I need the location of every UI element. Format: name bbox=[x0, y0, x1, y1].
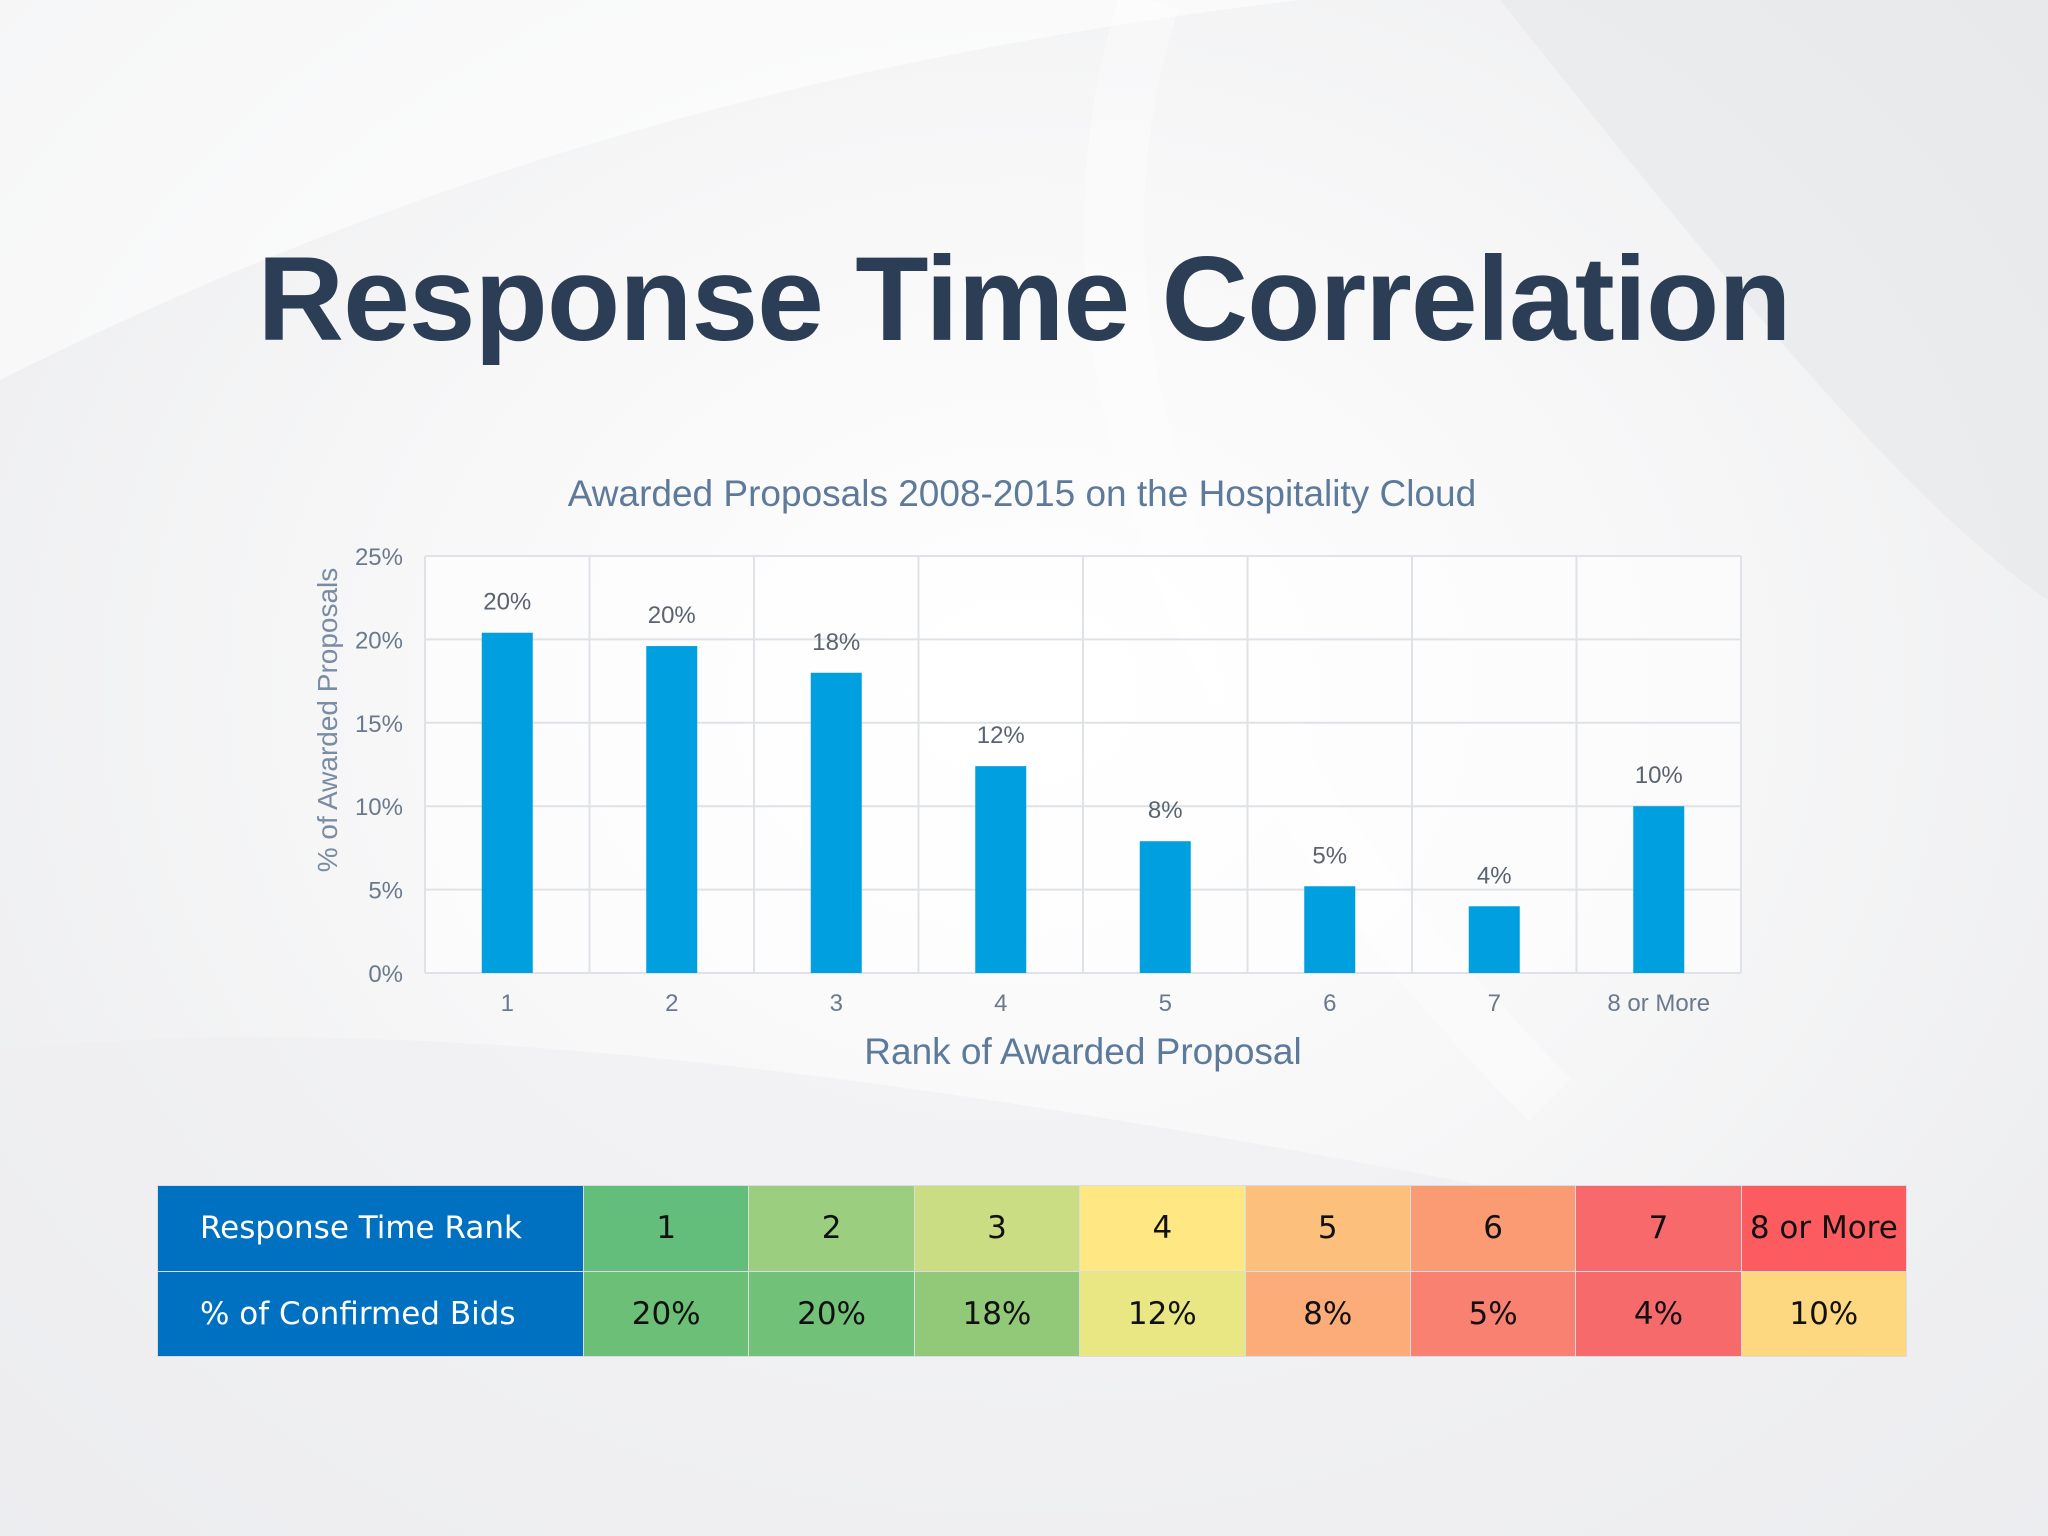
table-cell: 5% bbox=[1409, 1270, 1577, 1357]
y-tick-label: 25% bbox=[355, 544, 403, 571]
table-cell: 7 bbox=[1575, 1185, 1742, 1272]
data-labels: 20% 20% 18% 12% 8% 5% 4% 10% bbox=[483, 589, 1683, 890]
data-label: 20% bbox=[648, 602, 696, 629]
table-cell: 8% bbox=[1244, 1270, 1411, 1357]
y-axis-ticks: 0% 5% 10% 15% 20% 25% bbox=[355, 544, 403, 988]
x-tick-label: 3 bbox=[830, 990, 843, 1017]
y-tick-label: 0% bbox=[368, 961, 403, 988]
bar bbox=[1633, 806, 1685, 973]
x-tick-label: 4 bbox=[994, 990, 1007, 1017]
table-cell: 12% bbox=[1079, 1270, 1246, 1357]
x-tick-label: 6 bbox=[1323, 990, 1336, 1017]
x-axis-ticks: 1 2 3 4 5 6 7 8 or More bbox=[501, 990, 1711, 1017]
x-tick-label: 2 bbox=[665, 990, 678, 1017]
table-cell: 8 or More bbox=[1740, 1185, 1908, 1272]
data-label: 8% bbox=[1148, 797, 1183, 824]
y-tick-label: 15% bbox=[355, 711, 403, 738]
x-tick-label: 1 bbox=[501, 990, 514, 1017]
x-tick-label: 5 bbox=[1159, 990, 1172, 1017]
table-cell: 4 bbox=[1079, 1185, 1246, 1272]
table-cell: 3 bbox=[913, 1185, 1081, 1272]
x-axis-title: Rank of Awarded Proposal bbox=[864, 1031, 1301, 1072]
data-label: 20% bbox=[483, 589, 531, 616]
chart-bars bbox=[481, 632, 1685, 973]
bar bbox=[810, 672, 862, 973]
table-cell: 5 bbox=[1244, 1185, 1411, 1272]
data-label: 12% bbox=[977, 722, 1025, 749]
row-header: Response Time Rank bbox=[157, 1185, 584, 1272]
bar bbox=[975, 766, 1027, 973]
chart-gridlines bbox=[424, 555, 1742, 974]
table-cell: 1 bbox=[582, 1185, 750, 1272]
row-header: % of Confirmed Bids bbox=[157, 1270, 584, 1357]
chart-title: Awarded Proposals 2008-2015 on the Hospi… bbox=[568, 473, 1476, 514]
table-cell: 18% bbox=[913, 1270, 1081, 1357]
table-cell: 4% bbox=[1575, 1270, 1742, 1357]
x-tick-label: 8 or More bbox=[1607, 990, 1710, 1017]
bar bbox=[481, 632, 533, 973]
data-label: 18% bbox=[812, 629, 860, 656]
y-tick-label: 5% bbox=[368, 878, 403, 905]
y-tick-label: 10% bbox=[355, 794, 403, 821]
table-cell: 20% bbox=[748, 1270, 915, 1357]
response-time-table: Response Time Rank 1 2 3 4 5 6 7 8 or More% of C… bbox=[157, 1185, 1908, 1357]
bar bbox=[1304, 886, 1356, 973]
table-row: % of Confirmed Bids 20% 20% 18% 12% 8% 5% 4% 10% bbox=[157, 1270, 1908, 1357]
table-cell: 2 bbox=[748, 1185, 915, 1272]
table-cell: 10% bbox=[1740, 1270, 1908, 1357]
y-tick-label: 20% bbox=[355, 627, 403, 654]
data-label: 10% bbox=[1635, 762, 1683, 789]
bar bbox=[646, 646, 698, 973]
table-cell: 6 bbox=[1409, 1185, 1577, 1272]
bar bbox=[1139, 841, 1191, 973]
table-cell: 20% bbox=[582, 1270, 750, 1357]
data-label: 4% bbox=[1477, 862, 1512, 889]
y-axis-title: % of Awarded Proposals bbox=[312, 568, 343, 873]
x-tick-label: 7 bbox=[1488, 990, 1501, 1017]
slide-title: Response Time Correlation bbox=[257, 232, 1791, 366]
bar bbox=[1468, 906, 1520, 973]
data-label: 5% bbox=[1312, 842, 1347, 869]
table-row: Response Time Rank 1 2 3 4 5 6 7 8 or More bbox=[157, 1185, 1908, 1272]
